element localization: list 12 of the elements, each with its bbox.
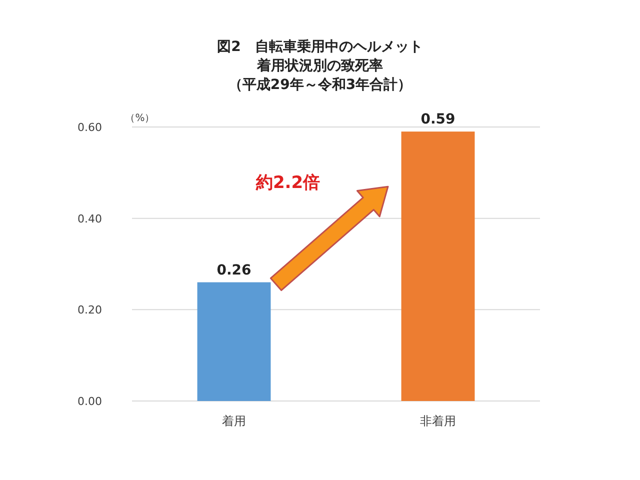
chart-subtitle: （平成29年～令和3年合計）	[227, 76, 413, 95]
x-tick-label: 非着用	[420, 414, 456, 428]
y-tick-label: 0.00	[78, 395, 102, 408]
y-tick-label: 0.20	[78, 304, 102, 317]
y-axis-title: （%）	[125, 113, 155, 124]
x-tick-label: 着用	[222, 414, 246, 428]
chart-title: 図2 自転車乗用中のヘルメット着用状況別の致死率	[216, 38, 424, 76]
data-label: 0.26	[216, 262, 252, 278]
y-tick-label: 0.60	[78, 121, 102, 134]
y-tick-label: 0.40	[78, 212, 102, 226]
data-label: 0.59	[420, 112, 456, 128]
annotation: 約2.2倍	[254, 173, 320, 193]
